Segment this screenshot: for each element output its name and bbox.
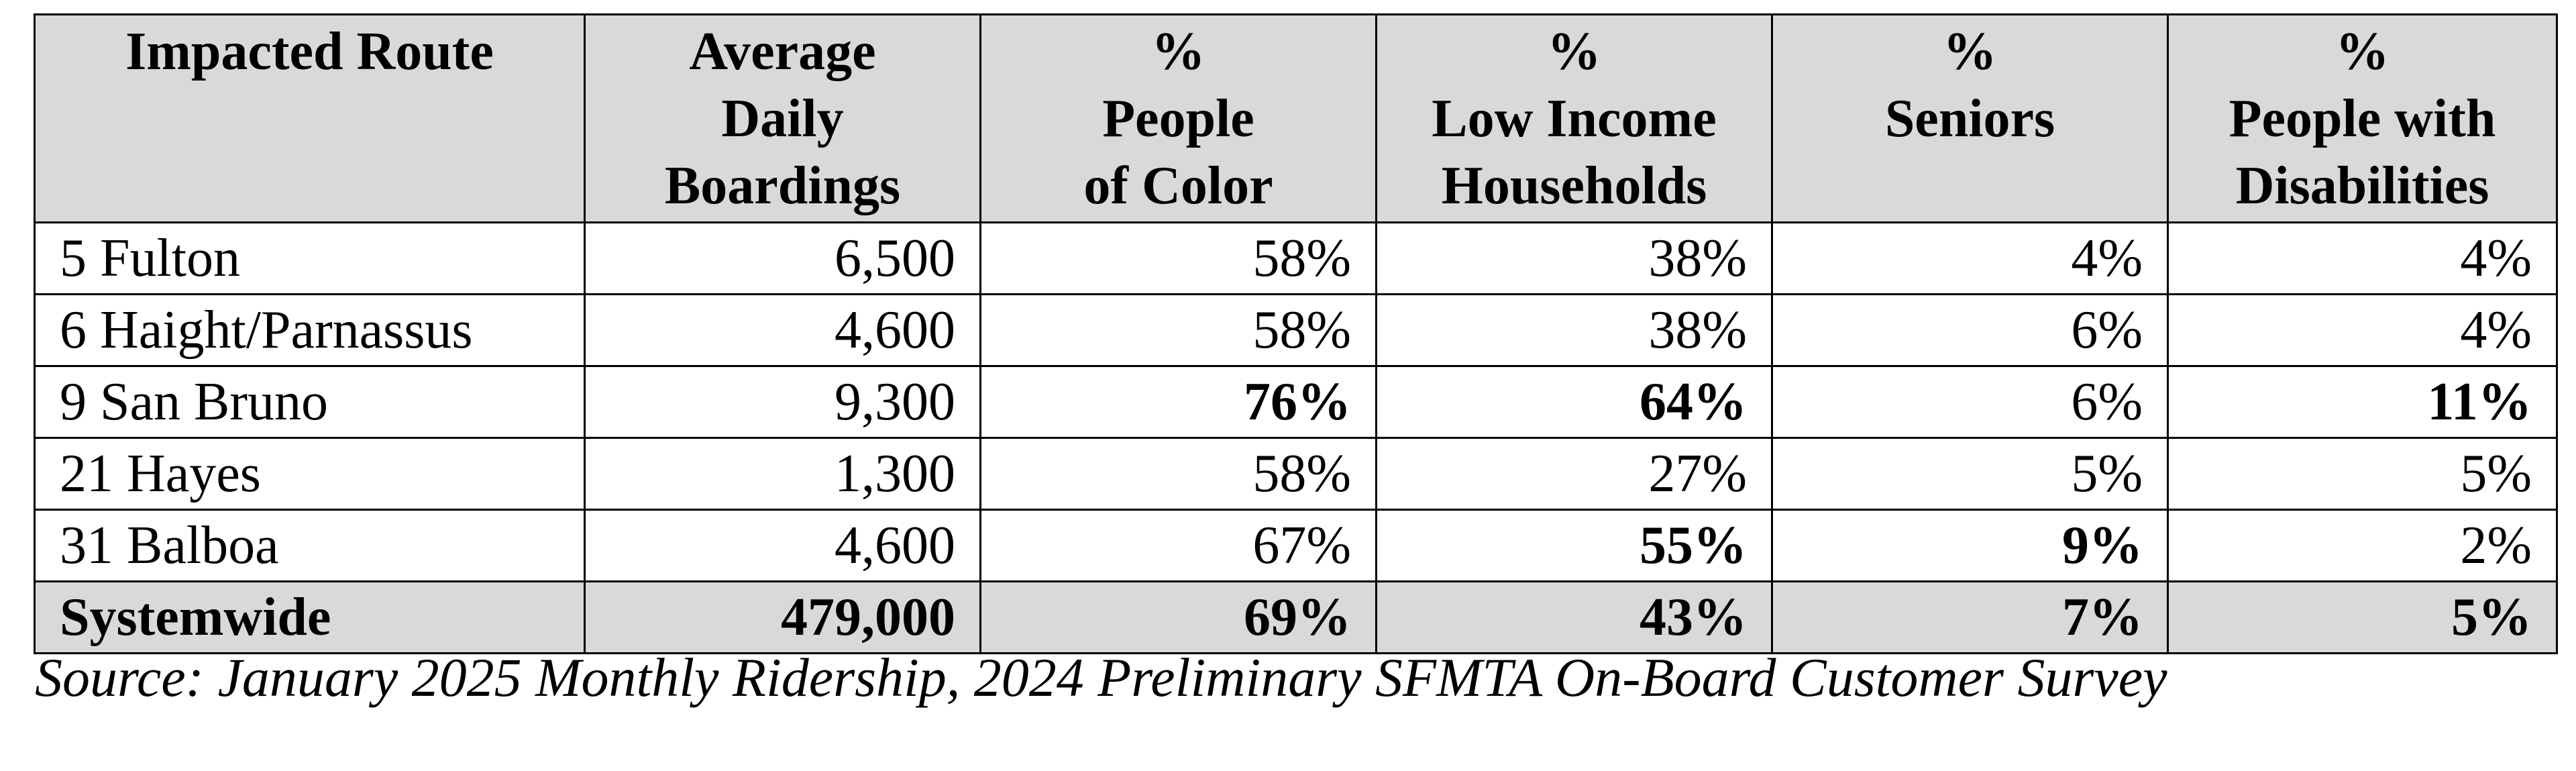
systemwide-total-row: Systemwide 479,000 69% 43% 7% 5% — [34, 580, 2558, 654]
header-text: People with — [2229, 89, 2496, 148]
low-income-cell: 38% — [1375, 221, 1773, 295]
disabilities-cell-highlighted: 11% — [2167, 365, 2558, 439]
route-cell: 5 Fulton — [34, 221, 586, 295]
table-row: 6 Haight/Parnassus 4,600 58% 38% 6% 4% — [34, 293, 2558, 367]
header-low-income-households: % Low Income Households — [1375, 13, 1773, 223]
boardings-cell: 4,600 — [584, 293, 981, 367]
seniors-cell: 5% — [1771, 437, 2169, 511]
header-average-daily-boardings: Average Daily Boardings — [584, 13, 981, 223]
people-of-color-cell: 58% — [979, 437, 1377, 511]
header-text: % — [1943, 22, 1997, 81]
boardings-cell: 6,500 — [584, 221, 981, 295]
low-income-cell: 38% — [1375, 293, 1773, 367]
ridership-demographics-table-wrap: Impacted Route Average Daily Boardings %… — [34, 13, 2558, 654]
route-cell: 9 San Bruno — [34, 365, 586, 439]
header-text: of Color — [1083, 156, 1273, 215]
total-disabilities-cell: 5% — [2167, 580, 2558, 654]
header-people-with-disabilities: % People with Disabilities — [2167, 13, 2558, 223]
seniors-cell-highlighted: 9% — [1771, 509, 2169, 582]
disabilities-cell: 4% — [2167, 221, 2558, 295]
boardings-cell: 9,300 — [584, 365, 981, 439]
table-row: 9 San Bruno 9,300 76% 64% 6% 11% — [34, 365, 2558, 439]
header-text: Average — [689, 22, 876, 81]
seniors-cell: 6% — [1771, 293, 2169, 367]
total-route-cell: Systemwide — [34, 580, 586, 654]
people-of-color-cell: 58% — [979, 293, 1377, 367]
seniors-cell: 4% — [1771, 221, 2169, 295]
header-row: Impacted Route Average Daily Boardings %… — [34, 13, 2558, 223]
low-income-cell-highlighted: 55% — [1375, 509, 1773, 582]
source-note: Source: January 2025 Monthly Ridership, … — [35, 647, 2167, 708]
header-text: Low Income — [1432, 89, 1717, 148]
seniors-cell: 6% — [1771, 365, 2169, 439]
boardings-cell: 1,300 — [584, 437, 981, 511]
low-income-cell-highlighted: 64% — [1375, 365, 1773, 439]
header-text: Disabilities — [2235, 156, 2489, 215]
total-people-of-color-cell: 69% — [979, 580, 1377, 654]
route-cell: 21 Hayes — [34, 437, 586, 511]
header-text: Households — [1441, 156, 1707, 215]
total-seniors-cell: 7% — [1771, 580, 2169, 654]
people-of-color-cell: 67% — [979, 509, 1377, 582]
header-text: Impacted Route — [125, 22, 494, 81]
total-boardings-cell: 479,000 — [584, 580, 981, 654]
header-text: Boardings — [664, 156, 901, 215]
header-text: Daily — [721, 89, 844, 148]
header-seniors: % Seniors — [1771, 13, 2169, 223]
header-text: Seniors — [1884, 89, 2055, 148]
disabilities-cell: 2% — [2167, 509, 2558, 582]
table-row: 31 Balboa 4,600 67% 55% 9% 2% — [34, 509, 2558, 582]
boardings-cell: 4,600 — [584, 509, 981, 582]
disabilities-cell: 4% — [2167, 293, 2558, 367]
header-text: % — [2335, 22, 2390, 81]
route-cell: 6 Haight/Parnassus — [34, 293, 586, 367]
header-text: % — [1547, 22, 1601, 81]
header-impacted-route: Impacted Route — [34, 13, 586, 223]
header-people-of-color: % People of Color — [979, 13, 1377, 223]
low-income-cell: 27% — [1375, 437, 1773, 511]
ridership-demographics-table: Impacted Route Average Daily Boardings %… — [34, 13, 2558, 654]
route-cell: 31 Balboa — [34, 509, 586, 582]
disabilities-cell: 5% — [2167, 437, 2558, 511]
people-of-color-cell-highlighted: 76% — [979, 365, 1377, 439]
total-low-income-cell: 43% — [1375, 580, 1773, 654]
table-row: 21 Hayes 1,300 58% 27% 5% 5% — [34, 437, 2558, 511]
header-text: % — [1151, 22, 1205, 81]
table-row: 5 Fulton 6,500 58% 38% 4% 4% — [34, 221, 2558, 295]
header-text: People — [1102, 89, 1254, 148]
people-of-color-cell: 58% — [979, 221, 1377, 295]
